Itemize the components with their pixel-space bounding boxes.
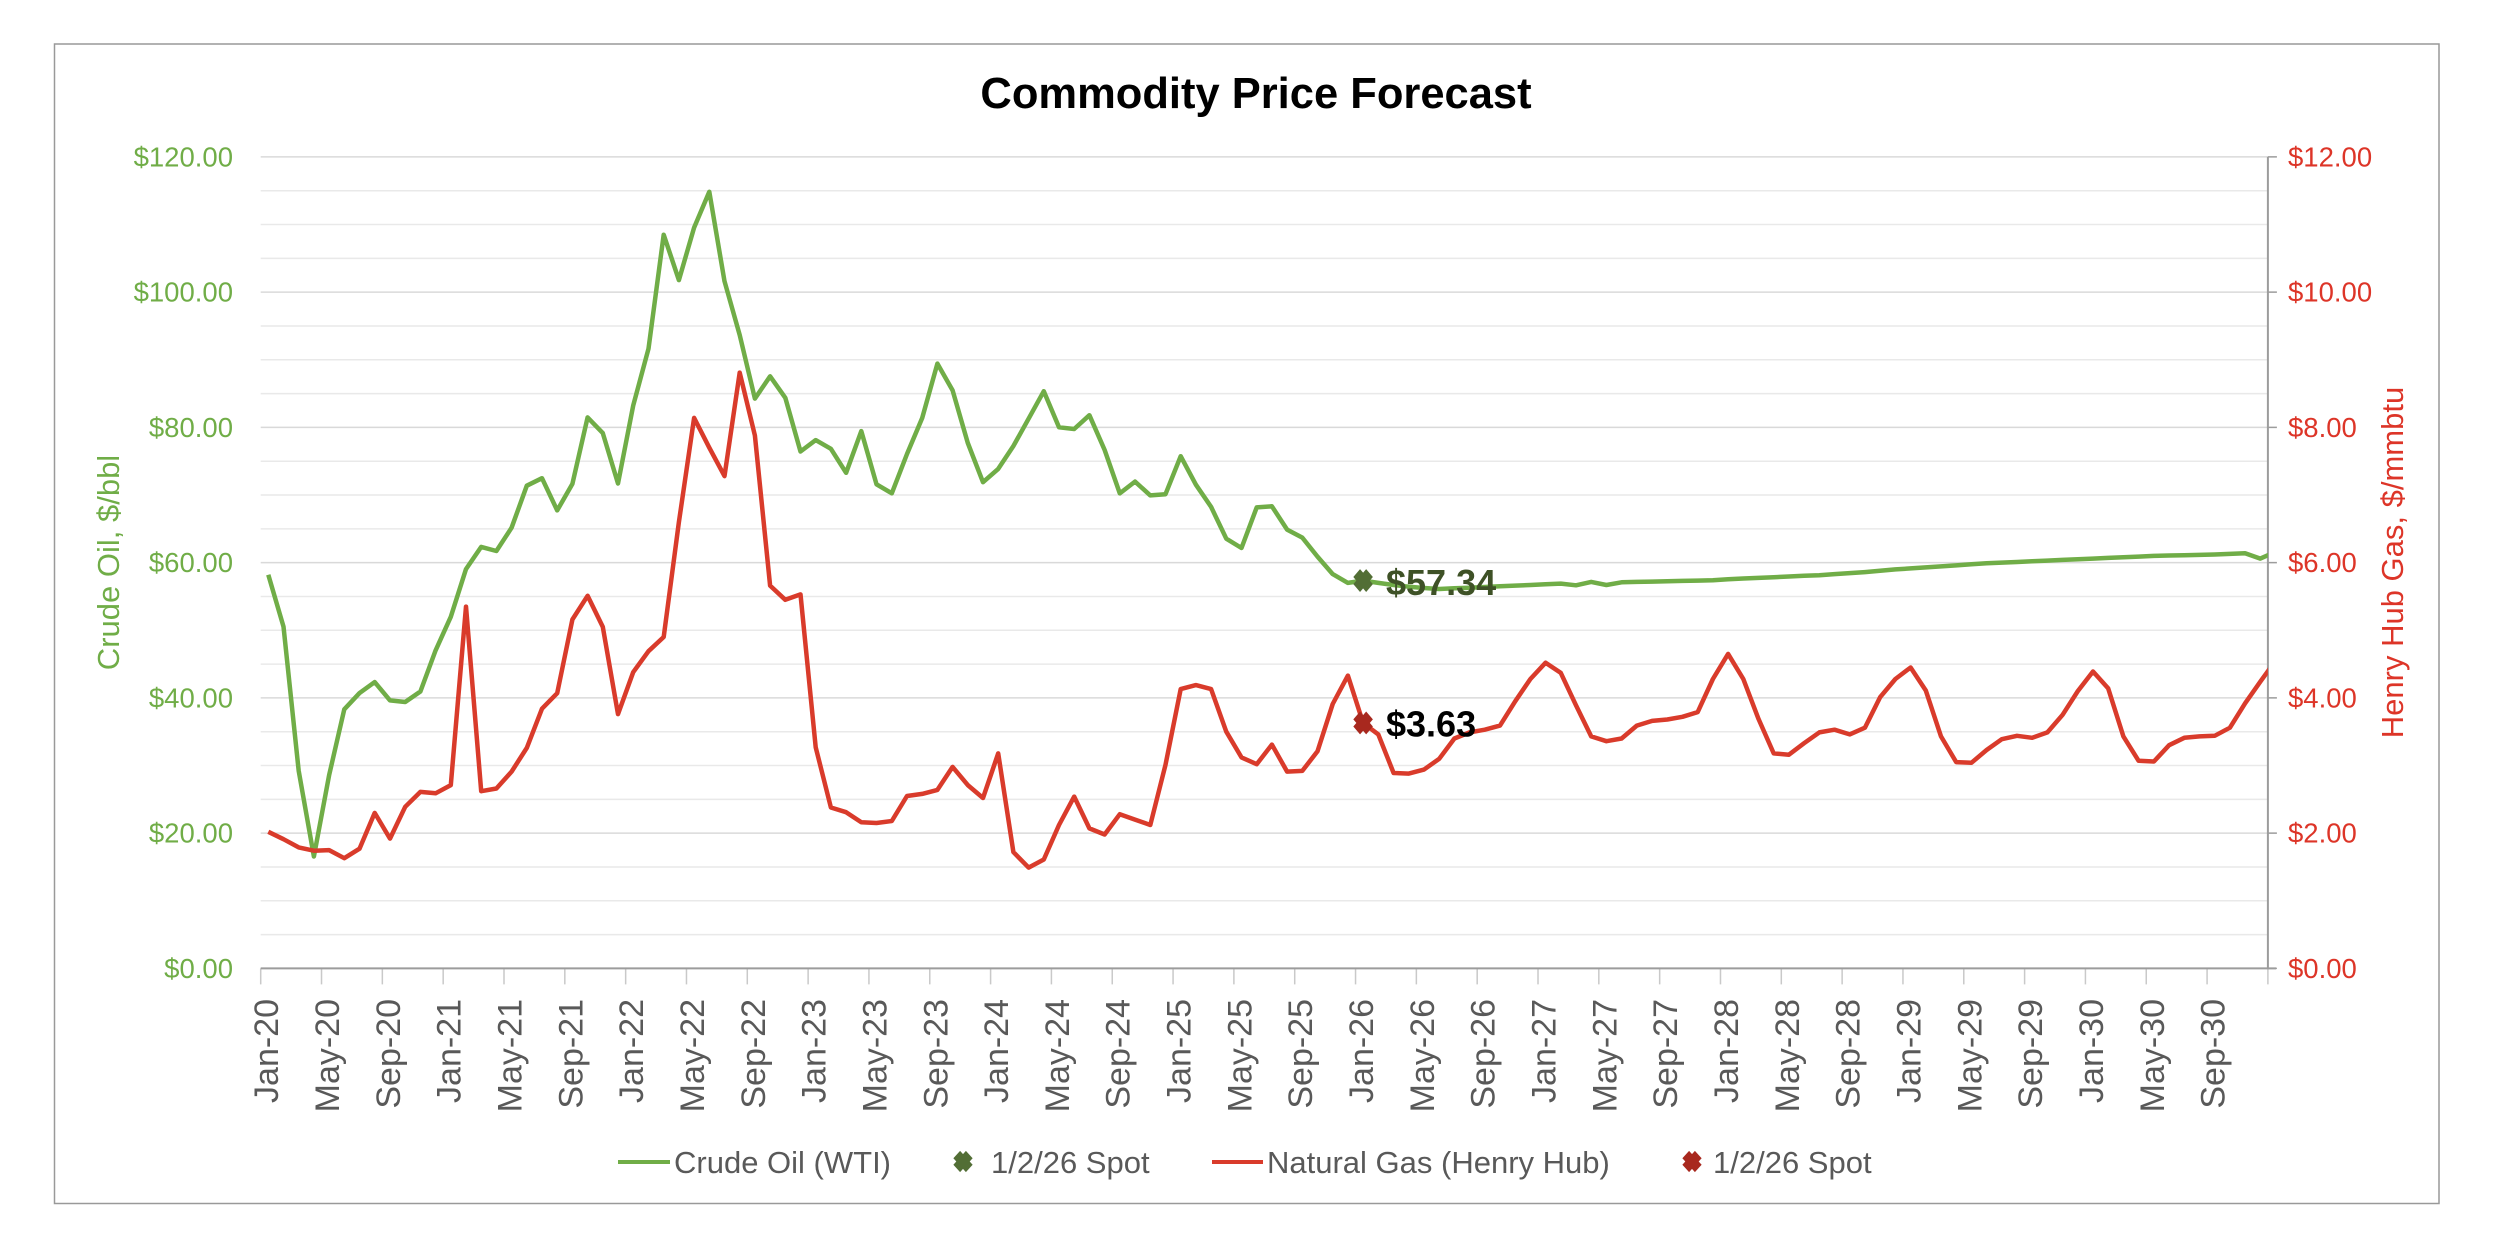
svg-text:Sep-27: Sep-27 xyxy=(1647,999,1685,1109)
svg-text:$60.00: $60.00 xyxy=(149,547,233,578)
svg-text:Sep-23: Sep-23 xyxy=(917,999,955,1109)
svg-text:$40.00: $40.00 xyxy=(149,683,233,714)
svg-text:Jan-26: Jan-26 xyxy=(1343,999,1381,1103)
svg-text:$4.00: $4.00 xyxy=(2288,683,2357,714)
svg-text:Sep-28: Sep-28 xyxy=(1830,999,1868,1109)
svg-text:$80.00: $80.00 xyxy=(149,412,233,443)
svg-text:Crude Oil (WTI): Crude Oil (WTI) xyxy=(674,1145,891,1180)
svg-text:Sep-22: Sep-22 xyxy=(735,999,773,1109)
svg-text:Crude Oil, $/bbl: Crude Oil, $/bbl xyxy=(91,455,126,670)
svg-text:$3.63: $3.63 xyxy=(1386,704,1476,745)
svg-text:1/2/26 Spot: 1/2/26 Spot xyxy=(991,1145,1150,1180)
svg-text:$57.34: $57.34 xyxy=(1386,562,1496,603)
svg-text:$100.00: $100.00 xyxy=(134,277,233,308)
svg-text:May-28: May-28 xyxy=(1769,999,1807,1112)
svg-text:Jan-25: Jan-25 xyxy=(1161,999,1199,1103)
svg-text:Jan-20: Jan-20 xyxy=(248,999,286,1103)
svg-text:1/2/26 Spot: 1/2/26 Spot xyxy=(1713,1145,1872,1180)
svg-text:May-24: May-24 xyxy=(1039,999,1077,1112)
svg-text:May-21: May-21 xyxy=(492,999,530,1112)
svg-text:May-27: May-27 xyxy=(1586,999,1624,1112)
svg-text:Sep-26: Sep-26 xyxy=(1465,999,1503,1109)
svg-text:May-20: May-20 xyxy=(309,999,347,1112)
svg-text:Jan-29: Jan-29 xyxy=(1891,999,1929,1103)
svg-text:May-26: May-26 xyxy=(1404,999,1442,1112)
svg-text:$0.00: $0.00 xyxy=(2288,953,2357,984)
svg-text:Jan-28: Jan-28 xyxy=(1708,999,1746,1103)
svg-text:Sep-30: Sep-30 xyxy=(2195,999,2233,1109)
svg-text:$120.00: $120.00 xyxy=(134,142,233,173)
svg-text:Jan-30: Jan-30 xyxy=(2073,999,2111,1103)
svg-text:$6.00: $6.00 xyxy=(2288,547,2357,578)
svg-text:Henry Hub Gas, $/mmbtu: Henry Hub Gas, $/mmbtu xyxy=(2375,387,2410,738)
svg-text:Sep-21: Sep-21 xyxy=(552,999,590,1109)
svg-text:Commodity Price Forecast: Commodity Price Forecast xyxy=(980,70,1531,118)
svg-text:$20.00: $20.00 xyxy=(149,818,233,849)
svg-text:$0.00: $0.00 xyxy=(164,953,233,984)
svg-text:$12.00: $12.00 xyxy=(2288,142,2372,173)
svg-text:Sep-25: Sep-25 xyxy=(1282,999,1320,1109)
svg-text:Jan-22: Jan-22 xyxy=(613,999,651,1103)
svg-text:Natural Gas (Henry Hub): Natural Gas (Henry Hub) xyxy=(1267,1145,1610,1180)
svg-text:Sep-24: Sep-24 xyxy=(1100,999,1138,1109)
svg-text:May-30: May-30 xyxy=(2134,999,2172,1112)
svg-text:Sep-20: Sep-20 xyxy=(370,999,408,1109)
svg-text:Jan-23: Jan-23 xyxy=(796,999,834,1103)
svg-text:May-29: May-29 xyxy=(1951,999,1989,1112)
svg-text:$2.00: $2.00 xyxy=(2288,818,2357,849)
svg-text:$10.00: $10.00 xyxy=(2288,277,2372,308)
svg-text:Jan-24: Jan-24 xyxy=(978,999,1016,1103)
svg-text:$8.00: $8.00 xyxy=(2288,412,2357,443)
svg-text:Jan-27: Jan-27 xyxy=(1526,999,1564,1103)
svg-text:May-25: May-25 xyxy=(1221,999,1259,1112)
svg-text:May-22: May-22 xyxy=(674,999,712,1112)
svg-text:Sep-29: Sep-29 xyxy=(2012,999,2050,1109)
svg-text:Jan-21: Jan-21 xyxy=(431,999,469,1103)
svg-text:May-23: May-23 xyxy=(856,999,894,1112)
